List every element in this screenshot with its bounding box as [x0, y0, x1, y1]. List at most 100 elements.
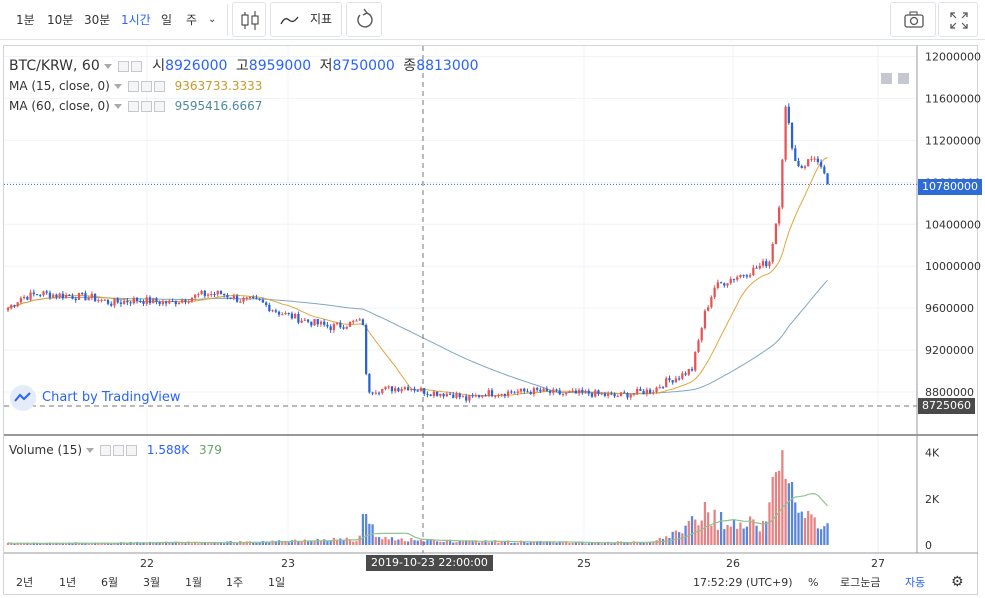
- candle-body: [613, 393, 616, 397]
- volume-bar: [468, 540, 471, 545]
- tradingview-watermark[interactable]: Chart by TradingView: [10, 385, 180, 411]
- eye-icon[interactable]: [100, 445, 112, 456]
- close-icon[interactable]: [126, 445, 138, 456]
- interval-30m[interactable]: 30분: [84, 13, 111, 27]
- close-icon[interactable]: [153, 81, 165, 92]
- volume-bar: [581, 542, 584, 545]
- volume-bar: [152, 542, 155, 545]
- chart-frame: [3, 45, 978, 595]
- volume-bar: [68, 542, 71, 545]
- volume-bar: [164, 541, 168, 545]
- candle-body: [571, 390, 574, 392]
- range-2y[interactable]: 2년: [16, 576, 34, 589]
- candle-body: [513, 392, 516, 394]
- volume-bar: [732, 519, 736, 545]
- volume-bar: [574, 542, 578, 545]
- candle-body: [271, 310, 274, 312]
- ma15-caret-icon[interactable]: [113, 84, 122, 89]
- candle-body: [477, 395, 481, 397]
- interval-week[interactable]: 주: [186, 13, 198, 27]
- candle-body: [529, 391, 532, 395]
- candle-body: [348, 321, 352, 327]
- range-1w[interactable]: 1주: [226, 576, 244, 589]
- volume-bar: [290, 540, 294, 545]
- volume-bar: [32, 542, 35, 545]
- volume-bar: [826, 523, 829, 545]
- eye-icon[interactable]: [117, 61, 129, 72]
- eye-icon[interactable]: [127, 81, 139, 92]
- candle-body: [623, 392, 626, 394]
- candle-body: [648, 389, 652, 393]
- volume-bar: [23, 543, 26, 545]
- candle-body: [139, 300, 142, 302]
- volume-bar: [300, 541, 303, 545]
- volume-caret-icon[interactable]: [86, 448, 95, 453]
- fullscreen-button[interactable]: [938, 2, 978, 37]
- percent-toggle[interactable]: %: [808, 576, 819, 589]
- gear-icon[interactable]: [130, 61, 142, 72]
- candle-body: [639, 388, 642, 391]
- ma60-caret-icon[interactable]: [113, 104, 122, 109]
- indicator-wave-icon: [280, 16, 299, 25]
- candle-body: [197, 294, 200, 296]
- range-3m[interactable]: 3월: [143, 576, 161, 589]
- candle-body: [694, 351, 697, 371]
- candle-body: [542, 388, 545, 392]
- range-1m[interactable]: 1월: [185, 576, 203, 589]
- volume-bar: [29, 543, 32, 545]
- volume-bar: [87, 543, 90, 545]
- settings-gear-icon[interactable]: ⚙: [951, 574, 964, 590]
- candle-body: [607, 393, 610, 396]
- volume-bar: [16, 542, 19, 545]
- candle-body: [255, 297, 258, 299]
- candle-body: [242, 297, 245, 302]
- close-icon[interactable]: [153, 101, 165, 112]
- interval-1h[interactable]: 1시간: [121, 13, 151, 27]
- symbol-caret-icon[interactable]: [103, 64, 112, 69]
- log-scale-toggle[interactable]: 로그눈금: [840, 576, 881, 589]
- candle-body: [58, 293, 61, 297]
- volume-bar: [26, 543, 29, 545]
- volume-bar: [142, 542, 145, 545]
- gear-icon[interactable]: [113, 445, 125, 456]
- volume-bar: [45, 542, 48, 545]
- volume-bar: [439, 541, 442, 545]
- interval-1m[interactable]: 1분: [16, 13, 35, 27]
- candle-body: [745, 275, 749, 277]
- candle-body: [394, 388, 397, 392]
- auto-scale-toggle[interactable]: 자동: [905, 576, 926, 589]
- price-tick-label: 10400000: [925, 218, 981, 231]
- volume-bar: [697, 525, 700, 545]
- candle-body: [48, 292, 52, 298]
- eye-icon[interactable]: [127, 101, 139, 112]
- indicators-button[interactable]: 지표: [270, 2, 342, 37]
- interval-dropdown-icon[interactable]: ⌄: [208, 14, 217, 25]
- screenshot-button[interactable]: [890, 2, 936, 37]
- candle-body: [184, 299, 187, 303]
- candle-body: [448, 393, 452, 395]
- range-6m[interactable]: 6월: [101, 576, 119, 589]
- gear-icon[interactable]: [140, 81, 152, 92]
- ma60-legend: MA (60, close, 0) 9595416.6667: [9, 97, 262, 115]
- interval-day[interactable]: 일: [161, 13, 173, 27]
- candle-body: [455, 393, 458, 398]
- candle-body: [71, 295, 74, 299]
- chart-type-button[interactable]: [232, 2, 266, 37]
- volume-bar: [778, 470, 781, 545]
- volume-bar: [500, 541, 503, 545]
- candle-body: [687, 369, 690, 375]
- volume-bar: [416, 540, 419, 545]
- candle-body: [77, 293, 81, 301]
- range-1y[interactable]: 1년: [59, 576, 77, 589]
- volume-bar: [268, 541, 271, 545]
- reset-button[interactable]: [346, 2, 382, 37]
- interval-10m[interactable]: 10분: [47, 13, 74, 27]
- ma15-value: 9363733.3333: [174, 79, 263, 93]
- range-1d[interactable]: 1일: [268, 576, 286, 589]
- candle-body: [707, 307, 710, 311]
- volume-bar: [287, 542, 290, 545]
- gear-icon[interactable]: [140, 101, 152, 112]
- volume-bar: [345, 537, 348, 545]
- candle-body: [452, 394, 455, 398]
